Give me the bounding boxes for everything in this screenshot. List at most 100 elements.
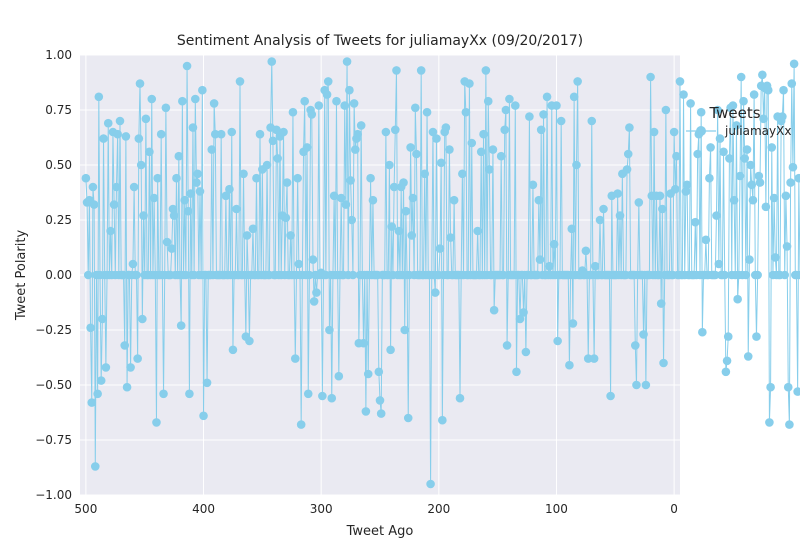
data-point (113, 129, 122, 139)
data-point (401, 206, 411, 216)
data-point (659, 358, 668, 368)
y-tick-label: 0.25 (45, 213, 72, 227)
data-point (445, 145, 454, 154)
y-tick-label: 0.50 (45, 158, 72, 172)
data-point (632, 380, 641, 390)
data-point (286, 231, 295, 240)
data-point (361, 407, 371, 416)
data-point (281, 213, 291, 223)
data-point (720, 270, 730, 280)
data-point (392, 66, 401, 75)
data-point (359, 338, 368, 348)
data-point (132, 270, 141, 280)
data-point (341, 200, 351, 209)
data-point (394, 226, 404, 236)
data-point (739, 96, 748, 106)
data-point (789, 59, 799, 69)
data-point (693, 149, 702, 159)
data-point (649, 127, 659, 137)
data-point (590, 261, 600, 271)
data-point (615, 211, 625, 220)
data-point (698, 327, 707, 337)
data-point (501, 105, 511, 115)
data-point (282, 178, 292, 187)
data-point (272, 125, 281, 135)
data-point (183, 206, 193, 216)
data-point (198, 85, 207, 95)
data-point (190, 94, 200, 104)
data-point (159, 389, 168, 399)
data-point (583, 354, 593, 363)
data-point (239, 169, 248, 179)
data-point (386, 345, 395, 355)
data-point (381, 127, 391, 137)
data-point (715, 134, 725, 143)
data-point (406, 143, 415, 152)
data-point (185, 389, 194, 399)
data-point (225, 184, 234, 194)
data-point (210, 129, 220, 139)
x-tick-labels: 500 400 300 200 100 0 (74, 502, 678, 516)
data-point (134, 134, 144, 143)
data-point (747, 180, 757, 190)
data-point (630, 341, 640, 350)
data-point (202, 378, 212, 388)
data-point (552, 101, 561, 110)
data-point (195, 187, 205, 196)
data-point (432, 134, 441, 143)
legend: Tweets juliamayXx (686, 104, 791, 138)
data-point (232, 204, 241, 214)
data-point (729, 195, 739, 205)
data-point (294, 259, 304, 269)
data-point (133, 354, 142, 363)
data-point (436, 158, 446, 168)
data-point (323, 77, 333, 86)
y-tick-label: 1.00 (45, 48, 72, 62)
data-point (782, 242, 792, 251)
data-point (553, 336, 562, 346)
data-point (318, 391, 327, 401)
data-point (93, 389, 102, 399)
data-point (675, 77, 685, 86)
data-point (534, 195, 544, 205)
y-tick-label: −0.25 (35, 323, 72, 337)
data-point (613, 189, 622, 198)
data-point (242, 231, 252, 240)
data-point (763, 85, 773, 95)
data-point (785, 420, 794, 429)
y-tick-labels: −1.00 −0.75 −0.50 −0.25 0.00 0.25 0.50 0.75 1.00 (35, 48, 72, 502)
data-point (542, 92, 552, 102)
data-point (686, 99, 695, 108)
data-point (112, 182, 121, 192)
data-point (128, 259, 138, 269)
data-point (713, 105, 722, 115)
data-point (178, 96, 187, 106)
x-axis-label: Tweet Ago (346, 524, 414, 539)
data-point (496, 151, 506, 161)
data-point (568, 319, 578, 328)
data-point (152, 418, 161, 427)
data-point (539, 110, 548, 119)
data-point (422, 107, 432, 117)
data-point (794, 173, 800, 183)
data-point (387, 222, 397, 231)
data-point (483, 96, 493, 106)
data-point (441, 123, 451, 132)
data-point (723, 332, 733, 341)
data-point (669, 127, 679, 137)
data-point (787, 79, 797, 88)
data-point (658, 204, 667, 214)
data-point (528, 180, 538, 190)
data-point (573, 77, 582, 86)
data-point (712, 211, 721, 220)
data-point (121, 132, 131, 141)
data-point (312, 288, 321, 297)
data-point (103, 118, 113, 128)
data-point (479, 129, 488, 139)
data-point (572, 160, 581, 170)
data-point (348, 270, 358, 280)
data-point (430, 288, 440, 297)
y-tick-label: 0.75 (45, 103, 72, 117)
data-point (268, 136, 278, 146)
data-point (661, 105, 671, 115)
